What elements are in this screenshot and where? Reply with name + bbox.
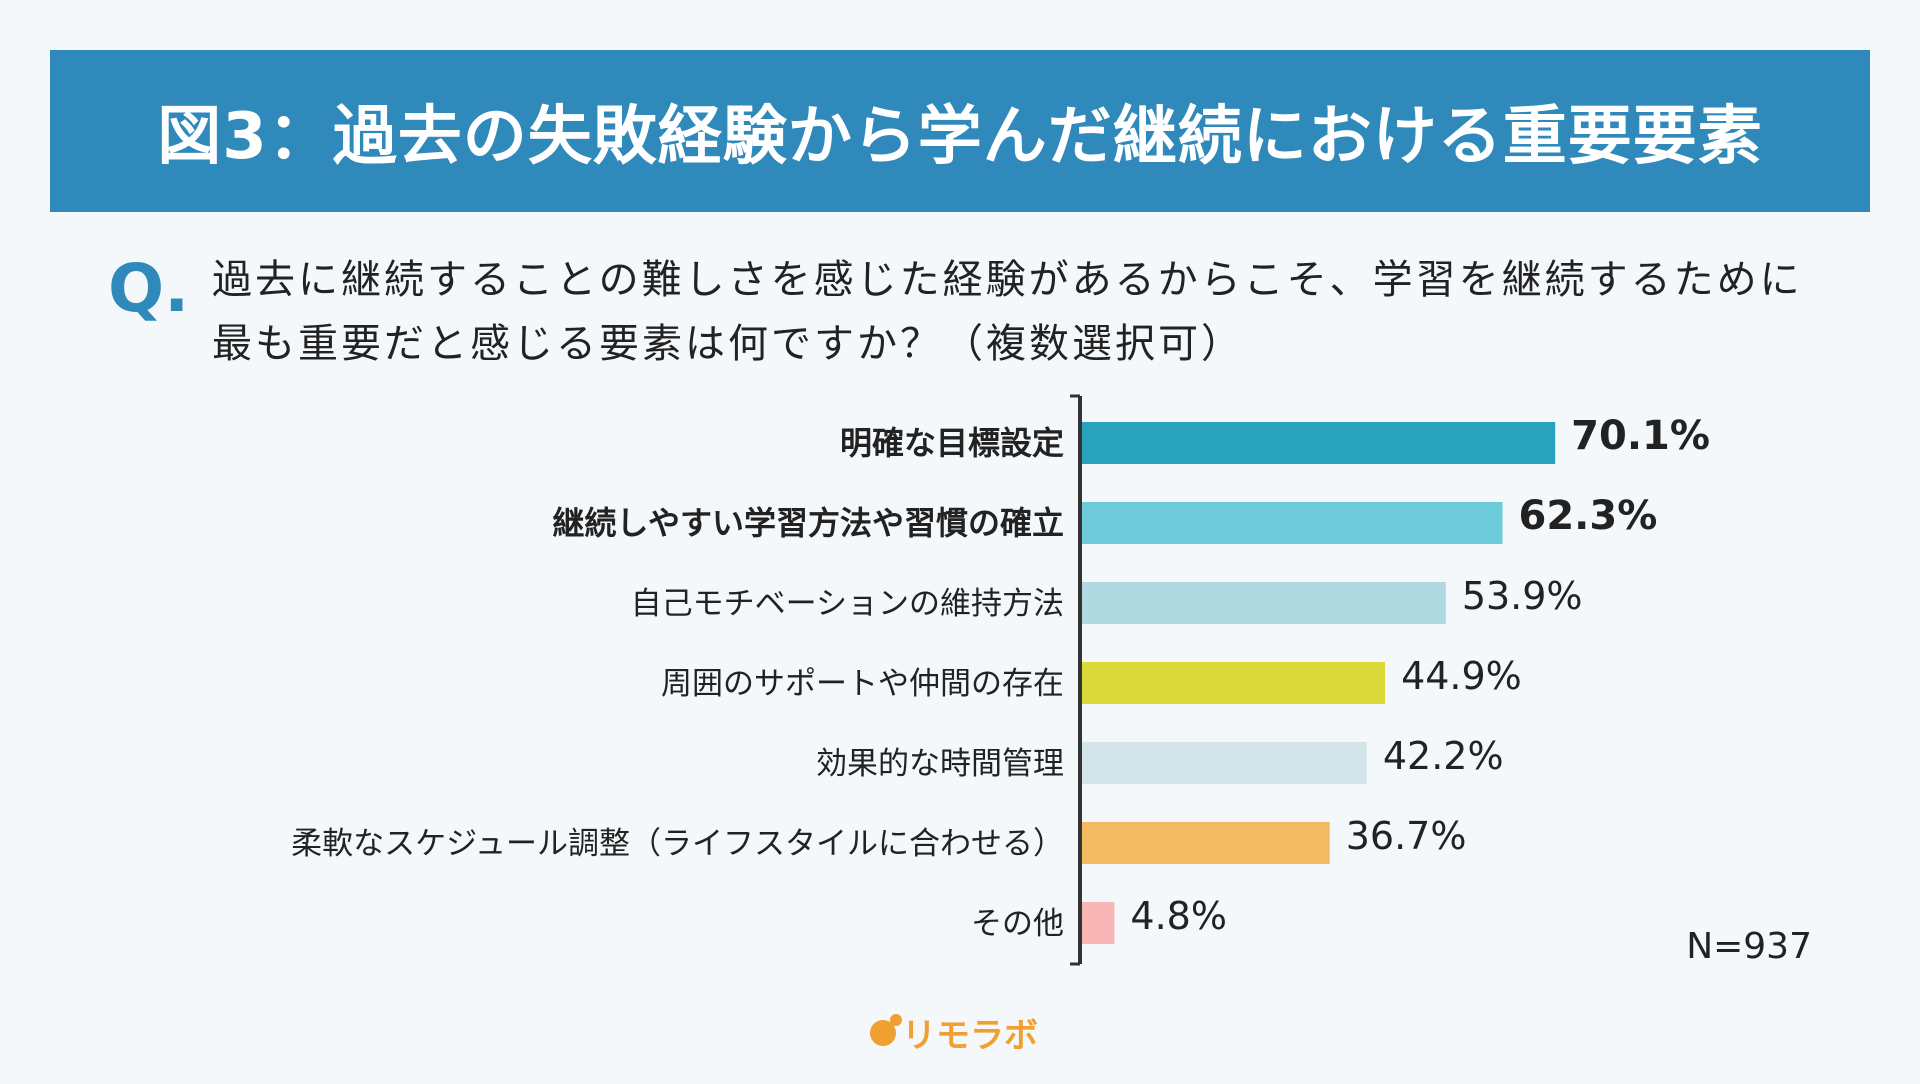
bar [1082,902,1115,944]
question-mark-letter: Q [108,250,165,327]
question-text: 過去に継続することの難しさを感じた経験があるからこそ、学習を継続するために最も重… [212,257,1803,367]
value-label: 4.8% [1130,894,1227,938]
bar [1082,502,1503,544]
bar [1082,822,1330,864]
bar [1082,422,1556,464]
value-label: 44.9% [1401,654,1522,698]
value-label: 70.1% [1571,413,1710,459]
question-mark: Q. [108,250,190,327]
bar [1082,662,1386,704]
category-label: 柔軟なスケジュール調整（ライフスタイルに合わせる） [291,826,1064,862]
category-label: 明確な目標設定 [840,424,1064,462]
chart-title: 図3：過去の失敗経験から学んだ継続における重要要素 [157,100,1763,174]
bar [1082,742,1367,784]
remolabo-logo: リモラボ [870,1008,1038,1057]
logo-text: リモラボ [902,1016,1038,1056]
value-label: 42.2% [1383,734,1504,778]
value-label: 62.3% [1519,493,1658,539]
logo-mark-icon [870,1013,902,1046]
title-banner: 図3：過去の失敗経験から学んだ継続における重要要素 [50,50,1870,212]
category-label: 周囲のサポートや仲間の存在 [661,666,1064,702]
category-label: 効果的な時間管理 [816,746,1064,782]
category-label: 継続しやすい学習方法や習慣の確立 [552,504,1064,542]
value-label: 53.9% [1462,574,1583,618]
value-label: 36.7% [1346,814,1467,858]
bar [1082,582,1446,624]
category-label: その他 [971,906,1064,942]
category-label: 自己モチベーションの維持方法 [631,586,1064,622]
sample-size-note: N=937 [1686,926,1812,967]
